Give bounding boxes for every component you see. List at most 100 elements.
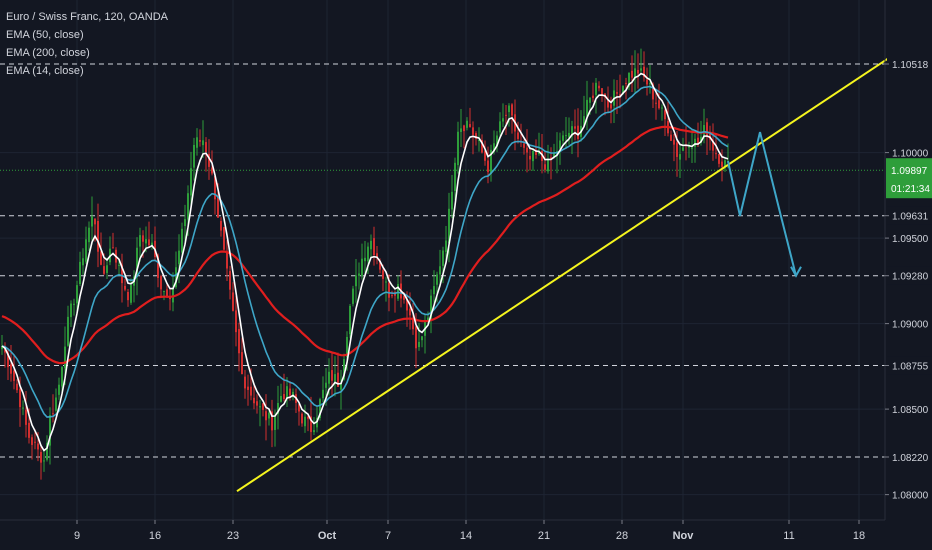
candle-body: [103, 266, 105, 274]
candle-body: [94, 218, 96, 225]
candle-body: [469, 124, 471, 128]
level-label-bg: [887, 266, 932, 285]
candle-body: [100, 251, 102, 265]
legend-ema-14[interactable]: EMA (14, close): [6, 65, 84, 77]
candle-body: [484, 150, 486, 161]
candle-body: [700, 136, 702, 143]
projection-arrowhead: [790, 266, 802, 278]
candle-body: [538, 151, 540, 154]
candle-body: [82, 258, 84, 266]
level-price-label[interactable]: 1.08220: [892, 453, 929, 464]
candle-body: [238, 329, 240, 354]
time-axis[interactable]: 9 16 23 Oct 7 14 21 28 Nov 11 18: [0, 519, 885, 542]
candle-body: [322, 389, 324, 399]
ascending-trendline[interactable]: [236, 57, 889, 493]
candle-body: [85, 239, 87, 262]
candle-body: [286, 386, 288, 400]
candle-body: [412, 318, 414, 330]
candle-body: [13, 370, 15, 381]
legend-ema-200[interactable]: EMA (200, close): [6, 47, 90, 59]
candle-body: [16, 383, 18, 391]
legend-ema-50[interactable]: EMA (50, close): [6, 29, 84, 41]
candle-body: [643, 66, 645, 78]
current-price-label: 1.09897: [891, 166, 928, 177]
candle-body: [178, 250, 180, 265]
level-price-label[interactable]: 1.08755: [892, 362, 929, 373]
projection-arrow-group: [727, 131, 802, 278]
candle-body: [577, 125, 579, 139]
candle-body: [652, 84, 654, 100]
candle-body: [352, 288, 354, 304]
time-tick-label: 11: [783, 530, 794, 542]
level-label-bg: [887, 206, 932, 225]
candle-body: [31, 437, 33, 445]
candle-body: [1, 345, 3, 350]
candle-body: [301, 413, 303, 424]
level-price-label[interactable]: 1.10518: [892, 60, 929, 71]
candle-body: [148, 239, 150, 246]
candle-body: [601, 88, 603, 95]
candle-body: [547, 158, 549, 172]
price-axis[interactable]: 1.08000 1.08500 1.09000 1.09500 1.10000 1.105…: [884, 0, 932, 520]
candle-body: [637, 69, 639, 74]
candle-body: [382, 270, 384, 279]
candle-body: [649, 83, 651, 85]
time-tick-label: Nov: [673, 530, 695, 542]
candle-body: [553, 152, 555, 158]
candle-body: [571, 126, 573, 137]
candle-body: [463, 125, 465, 132]
candle-body: [448, 208, 450, 244]
candle-body: [466, 120, 468, 128]
candle-body: [151, 242, 153, 246]
candle-body: [244, 376, 246, 389]
candle-body: [142, 235, 144, 242]
candle-body: [211, 167, 213, 174]
candle-body: [619, 94, 621, 97]
candle-body: [370, 240, 372, 250]
candle-body: [544, 164, 546, 170]
candle-body: [454, 162, 456, 192]
candle-body: [607, 100, 609, 108]
level-price-label[interactable]: 1.09280: [892, 272, 929, 283]
candle-body: [391, 295, 393, 297]
candle-body: [574, 126, 576, 129]
candle-body: [343, 359, 345, 380]
level-label-bg: [887, 55, 932, 73]
candle-body: [202, 140, 204, 146]
candle-body: [7, 352, 9, 368]
candle-body: [622, 85, 624, 95]
candle-body: [589, 97, 591, 103]
candle-body: [490, 149, 492, 174]
candle-body: [403, 295, 405, 300]
candle-body: [358, 273, 360, 276]
ema-50-line[interactable]: [1, 85, 729, 418]
ema-200-line[interactable]: [1, 125, 729, 365]
candle-body: [724, 160, 726, 167]
candle-body: [565, 135, 567, 137]
candle-body: [136, 247, 138, 277]
ema-14-line[interactable]: [1, 72, 729, 452]
candle-body: [313, 430, 315, 433]
candle-body: [280, 395, 282, 402]
candle-body: [289, 388, 291, 396]
candle-body: [70, 303, 72, 318]
price-tick-label: 1.09000: [892, 320, 929, 331]
candle-body: [691, 147, 693, 149]
candle-body: [328, 371, 330, 384]
candle-body: [409, 308, 411, 316]
level-price-label[interactable]: 1.09631: [892, 212, 929, 223]
candle-body: [199, 140, 201, 142]
candle-body: [217, 196, 219, 218]
candle-body: [664, 110, 666, 120]
projection-path[interactable]: [727, 131, 797, 276]
time-tick-label: 18: [853, 530, 865, 542]
candle-body: [316, 417, 318, 428]
candle-body: [592, 95, 594, 99]
candle-body: [379, 260, 381, 270]
candle-body: [706, 122, 708, 136]
candle-body: [367, 246, 369, 262]
time-tick-label: 7: [385, 530, 391, 542]
candle-body: [472, 127, 474, 135]
chart-legend: Euro / Swiss Franc, 120, OANDA EMA (50, …: [6, 8, 168, 80]
